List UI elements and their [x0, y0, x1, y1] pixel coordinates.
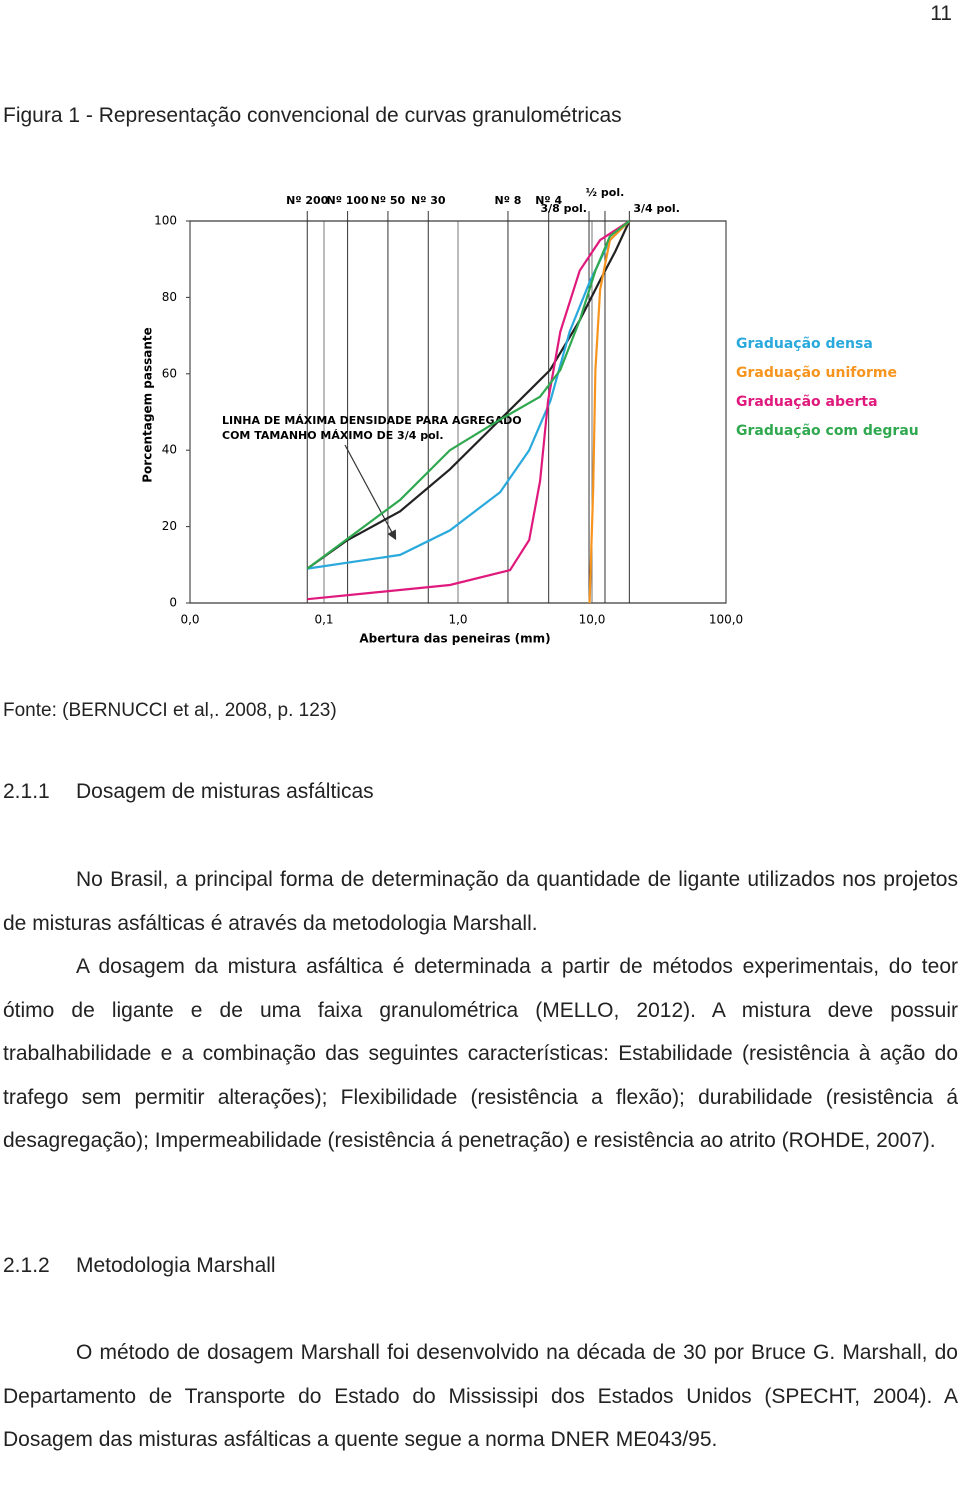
sieve-label: Nº 30	[411, 194, 446, 207]
y-tick-label: 40	[162, 443, 177, 457]
paragraph: A dosagem da mistura asfáltica é determi…	[3, 955, 958, 1153]
sieve-label: Nº 200	[286, 194, 329, 207]
x-tick-label: 1,0	[448, 613, 467, 627]
section-title: Dosagem de misturas asfálticas	[76, 780, 374, 803]
page-number: 11	[930, 2, 952, 25]
x-tick-label: 100,0	[709, 613, 743, 627]
figure-source: Fonte: (BERNUCCI et al,. 2008, p. 123)	[3, 700, 337, 721]
series-line	[306, 220, 631, 570]
paragraph: No Brasil, a principal forma de determin…	[3, 868, 958, 935]
section-title: Metodologia Marshall	[76, 1254, 276, 1277]
x-tick-label: 0,0	[180, 613, 199, 627]
x-axis-label: Abertura das peneiras (mm)	[359, 632, 550, 646]
sieve-label: ½ pol.	[586, 186, 625, 199]
sieve-label: 3/8 pol.	[540, 202, 587, 215]
figure-caption: Figura 1 - Representação convencional de…	[3, 104, 622, 127]
legend-entry: Graduação com degrau	[736, 423, 919, 439]
series-line	[588, 220, 631, 604]
y-tick-label: 20	[162, 519, 177, 533]
annotation: LINHA DE MÁXIMA DENSIDADE PARA AGREGADO	[222, 414, 522, 427]
section-number: 2.1.2	[3, 1254, 50, 1277]
y-tick-label: 60	[162, 366, 177, 380]
y-tick-label: 0	[169, 596, 177, 610]
sieve-label: Nº 50	[371, 194, 406, 207]
annotation-arrow	[344, 444, 397, 541]
legend-entry: Graduação densa	[736, 336, 873, 352]
legend-entry: Graduação uniforme	[736, 365, 897, 381]
sieve-label: Nº 4	[535, 194, 562, 207]
legend-entry: Graduação aberta	[736, 394, 878, 410]
series-line	[307, 220, 631, 570]
x-tick-label: 0,1	[314, 613, 333, 627]
paragraph: O método de dosagem Marshall foi desenvo…	[3, 1341, 958, 1452]
y-axis-label: Porcentagem passante	[141, 327, 155, 482]
section-number: 2.1.1	[3, 780, 50, 803]
series-line	[306, 220, 631, 570]
y-tick-label: 80	[162, 290, 177, 304]
annotation: COM TAMANHO MÁXIMO DE 3/4 pol.	[222, 429, 444, 442]
x-tick-label: 10,0	[579, 613, 606, 627]
series-line	[307, 220, 631, 601]
sieve-label: Nº 100	[326, 194, 369, 207]
sieve-label: Nº 8	[495, 194, 522, 207]
sieve-label: 3/4 pol.	[633, 202, 680, 215]
y-tick-label: 100	[154, 214, 177, 228]
